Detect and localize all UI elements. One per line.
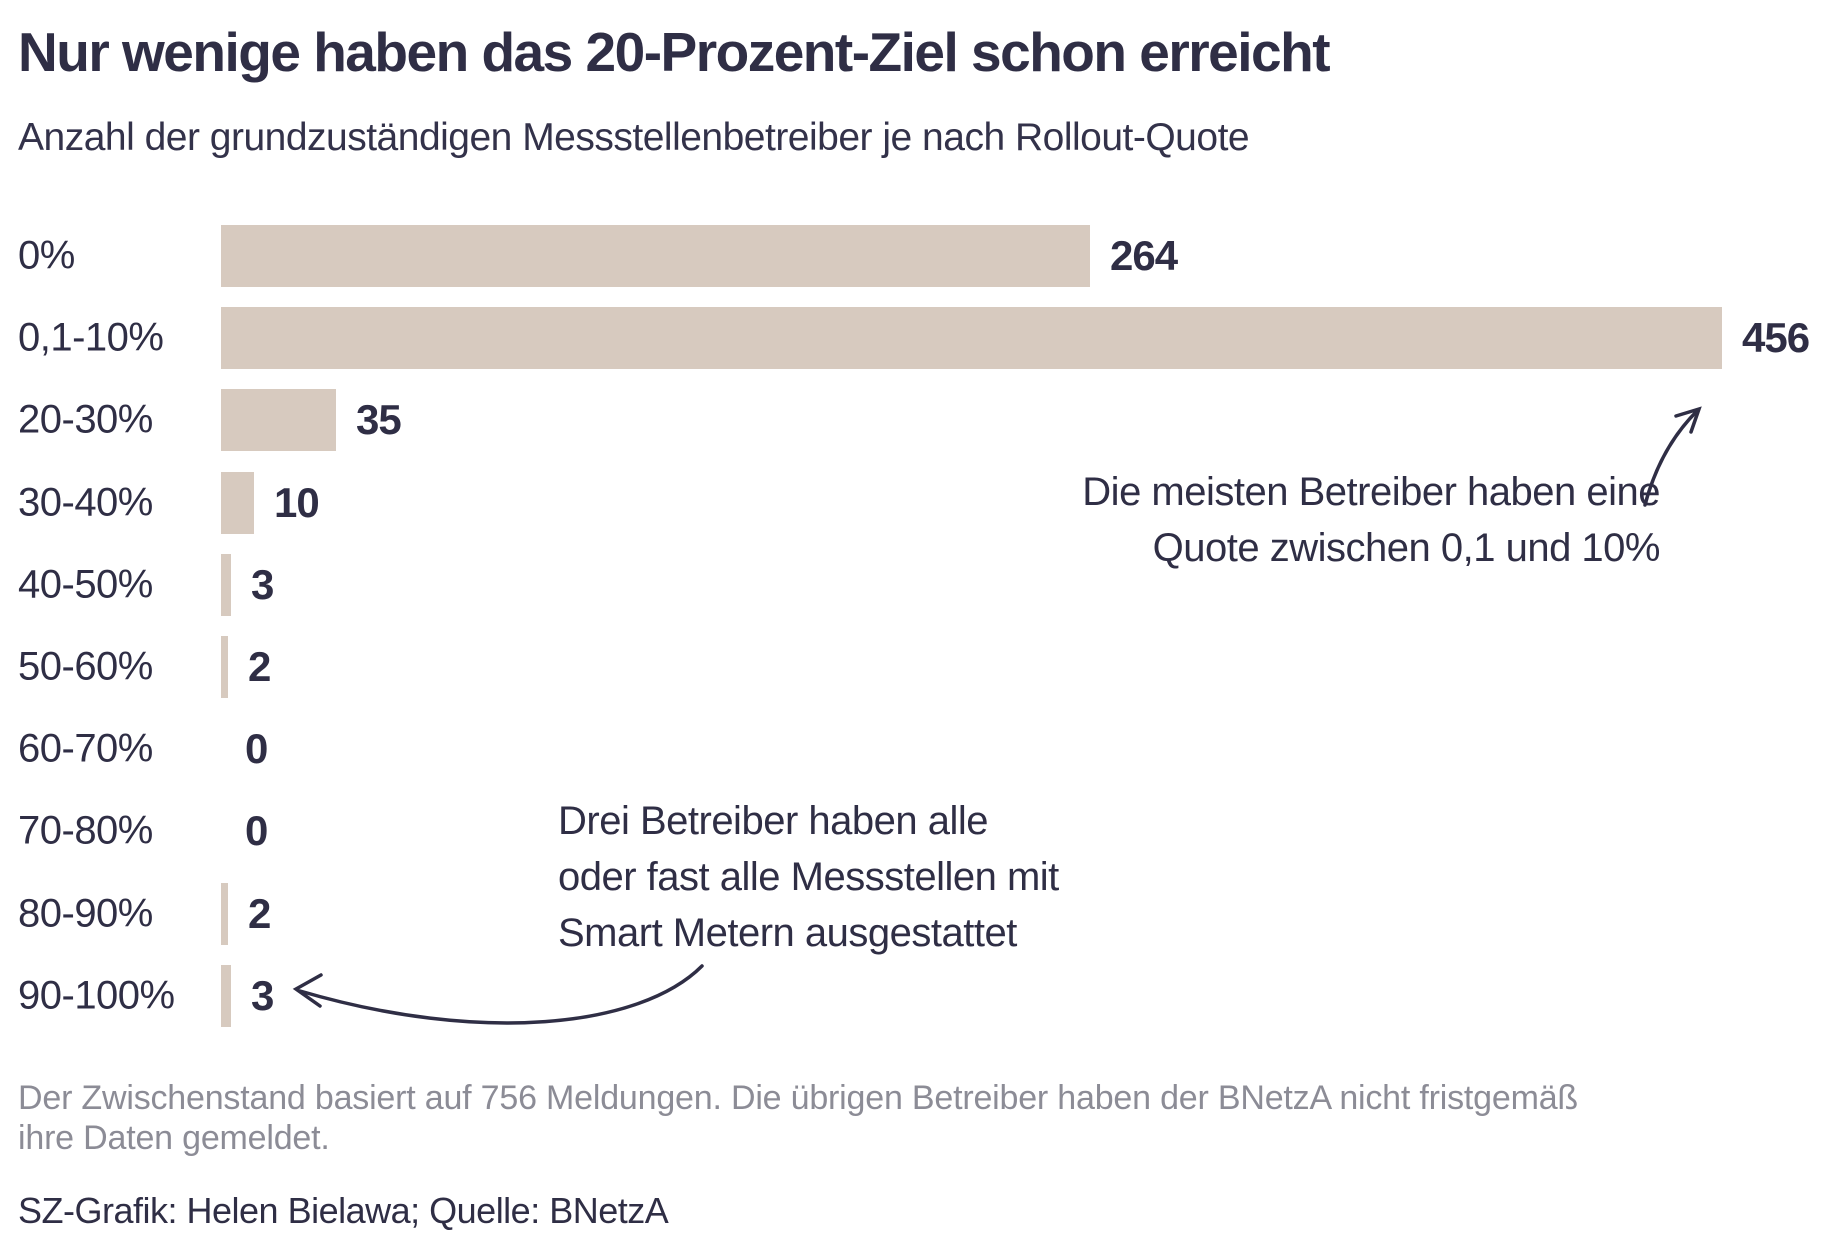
- bar: [221, 553, 231, 616]
- annotation-three-operators: Drei Betreiber haben alle oder fast alle…: [558, 793, 1059, 961]
- category-label: 70-80%: [18, 808, 153, 853]
- source-credit: SZ-Grafik: Helen Bielawa; Quelle: BNetzA: [18, 1190, 669, 1231]
- category-label: 40-50%: [18, 562, 153, 607]
- bar: [221, 882, 228, 945]
- annotation-most-operators: Die meisten Betreiber haben eine Quote z…: [1082, 464, 1660, 576]
- category-label: 20-30%: [18, 397, 153, 442]
- annotation-line: Smart Metern ausgestattet: [558, 911, 1017, 955]
- value-label: 0: [245, 725, 268, 773]
- annotation-line: Die meisten Betreiber haben eine: [1082, 470, 1660, 514]
- category-label: 30-40%: [18, 480, 153, 525]
- category-label: 80-90%: [18, 891, 153, 936]
- footnote: Der Zwischenstand basiert auf 756 Meldun…: [18, 1079, 1578, 1157]
- value-label: 456: [1742, 314, 1810, 362]
- page-title: Nur wenige haben das 20-Prozent-Ziel sch…: [18, 21, 1331, 83]
- value-label: 2: [248, 643, 271, 690]
- category-label: 50-60%: [18, 644, 153, 689]
- bar: [221, 307, 1722, 370]
- arrow-to-90-100-bar: [292, 964, 704, 1025]
- category-label: 60-70%: [18, 726, 153, 771]
- annotation-line: Drei Betreiber haben alle: [558, 799, 988, 843]
- bar: [221, 964, 231, 1027]
- annotation-line: Quote zwischen 0,1 und 10%: [1152, 526, 1661, 570]
- value-label: 2: [248, 889, 271, 937]
- bar: [221, 389, 336, 452]
- value-label: 3: [251, 560, 274, 608]
- category-label: 90-100%: [18, 973, 175, 1018]
- value-label: 3: [251, 971, 274, 1019]
- bar: [221, 636, 228, 698]
- value-label: 35: [356, 396, 402, 444]
- value-label: 264: [1110, 232, 1178, 279]
- chart-subtitle: Anzahl der grundzuständigen Messstellenb…: [18, 116, 1250, 159]
- category-label: 0%: [18, 233, 75, 278]
- value-label: 10: [274, 478, 320, 526]
- category-label: 0,1-10%: [18, 315, 164, 360]
- value-label: 0: [245, 807, 268, 855]
- bar: [221, 225, 1090, 287]
- annotation-line: oder fast alle Messstellen mit: [558, 855, 1059, 899]
- bar: [221, 471, 254, 534]
